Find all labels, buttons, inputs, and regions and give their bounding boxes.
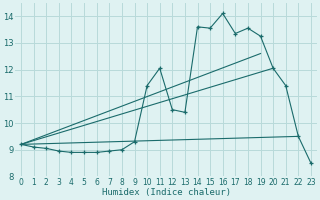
X-axis label: Humidex (Indice chaleur): Humidex (Indice chaleur) bbox=[101, 188, 230, 197]
